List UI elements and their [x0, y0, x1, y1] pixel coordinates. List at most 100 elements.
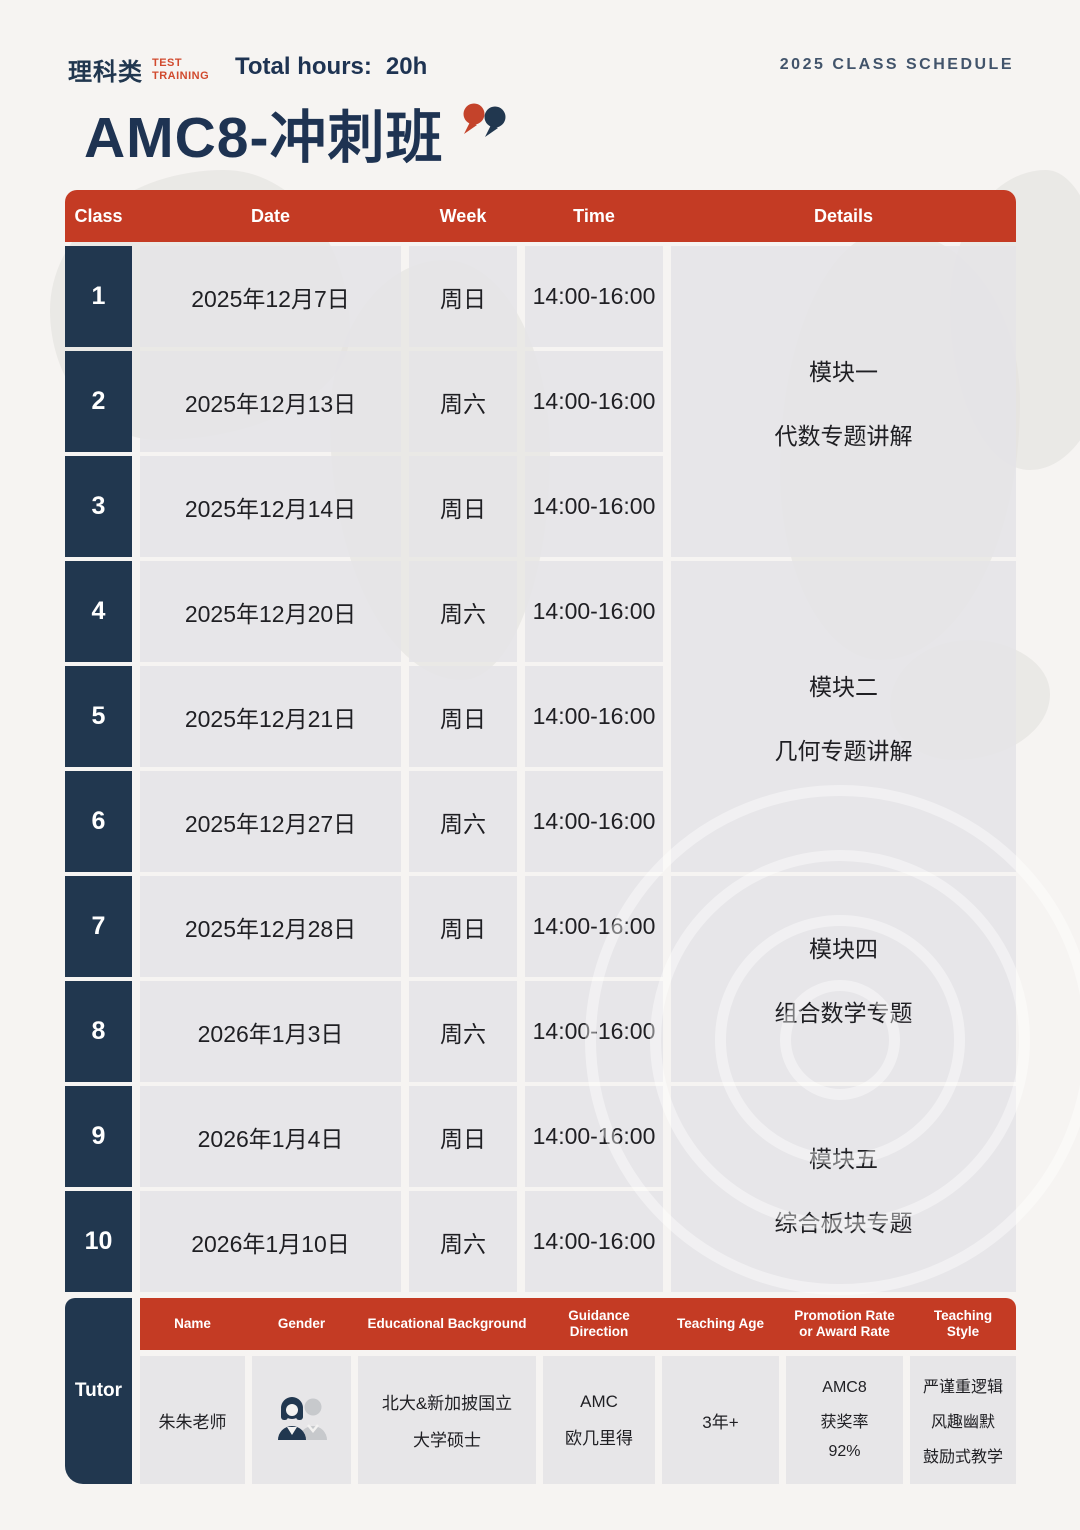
guidance-line: 欧几里得: [565, 1428, 633, 1448]
tutor-gender-cell: [252, 1356, 351, 1484]
module-title: 模块二: [809, 673, 878, 700]
tutor-header-cell-gender: Gender: [277, 1315, 326, 1331]
details-group-cell: 模块二 几何专题讲解: [671, 561, 1016, 872]
class-number-cell: 10: [65, 1191, 132, 1292]
class-number-cell: 2: [65, 351, 132, 452]
style-line: 风趣幽默: [930, 1414, 995, 1431]
time-cell: 14:00-16:00: [525, 246, 663, 347]
week-cell: 周日: [409, 876, 517, 977]
date-cell: 2026年1月4日: [140, 1086, 401, 1187]
module-topic: 组合数学专题: [774, 1000, 913, 1026]
details-group-cell: 模块一 代数专题讲解: [671, 246, 1016, 557]
class-number-cell: 9: [65, 1086, 132, 1187]
date-cell: 2025年12月13日: [140, 351, 401, 452]
tutor-guidance-cell: AMC 欧几里得: [543, 1356, 655, 1484]
class-number-cell: 7: [65, 876, 132, 977]
details-group-cell: 模块五 综合板块专题: [671, 1086, 1016, 1292]
tutor-style-cell: 严谨重逻辑 风趣幽默 鼓励式教学: [910, 1356, 1016, 1484]
module-topic: 代数专题讲解: [774, 422, 913, 449]
total-hours-value: 20h: [385, 53, 428, 80]
style-line: 鼓励式教学: [922, 1449, 1003, 1466]
education-line: 大学硕士: [413, 1431, 481, 1450]
class-number-cell: 8: [65, 981, 132, 1082]
week-cell: 周六: [409, 561, 517, 662]
teaching-age: 3年+: [702, 1412, 739, 1432]
logo-text-cn: 理科类: [68, 59, 143, 86]
style-line: 严谨重逻辑: [922, 1379, 1003, 1396]
date-cell: 2025年12月20日: [140, 561, 401, 662]
logo-text-en-line2: TRAINING: [152, 69, 210, 82]
tutor-header-cell-age: Teaching Age: [676, 1315, 764, 1331]
schedule-header-row: Class Date Week Time Details: [65, 190, 1016, 242]
time-cell: 14:00-16:00: [525, 351, 663, 452]
logo-text-en-line1: TEST: [152, 57, 183, 70]
schedule-table: 1 2025年12月7日 周日 14:00-16:00 模块一 代数专题讲解 2…: [65, 246, 1016, 1292]
module-topic: 综合板块专题: [774, 1210, 913, 1236]
education-line: 北大&新加披国立: [381, 1394, 513, 1413]
promotion-line: 获奖率: [820, 1414, 869, 1431]
module-title: 模块一: [809, 358, 878, 385]
header-cell-date: Date: [250, 205, 290, 226]
week-cell: 周六: [409, 351, 517, 452]
time-cell: 14:00-16:00: [525, 981, 663, 1082]
date-cell: 2026年1月3日: [140, 981, 401, 1082]
class-number-cell: 5: [65, 666, 132, 767]
class-number-cell: 6: [65, 771, 132, 872]
total-hours: Total hours: 20h: [235, 53, 427, 81]
week-cell: 周日: [409, 456, 517, 557]
time-cell: 14:00-16:00: [525, 771, 663, 872]
tutor-label-cell: Tutor: [65, 1298, 132, 1484]
week-cell: 周六: [409, 981, 517, 1082]
quote-icon: [462, 102, 508, 143]
details-group-cell: 模块四 组合数学专题: [671, 876, 1016, 1082]
week-cell: 周日: [409, 246, 517, 347]
time-cell: 14:00-16:00: [525, 561, 663, 662]
class-number-cell: 4: [65, 561, 132, 662]
time-cell: 14:00-16:00: [525, 876, 663, 977]
header-cell-details: Details: [813, 205, 874, 226]
date-cell: 2025年12月28日: [140, 876, 401, 977]
week-cell: 周六: [409, 771, 517, 872]
title-row: AMC8-冲刺班: [84, 92, 508, 174]
class-number-cell: 3: [65, 456, 132, 557]
tutor-content-row: 朱朱老师 北大: [140, 1356, 1016, 1484]
tutor-header-cell-guidance: Guidance Direction: [568, 1307, 630, 1339]
tutor-header-row: Name Gender Educational Background Guida…: [140, 1298, 1016, 1350]
promotion-line: 92%: [828, 1443, 861, 1460]
header-cell-time: Time: [573, 205, 615, 226]
header-cell-week: Week: [439, 205, 487, 226]
time-cell: 14:00-16:00: [525, 1191, 663, 1292]
tutor-education-cell: 北大&新加披国立 大学硕士: [358, 1356, 536, 1484]
tutor-header-cell-education: Educational Background: [367, 1315, 527, 1331]
tutor-header-cell-promotion: Promotion Rate or Award Rate: [794, 1307, 895, 1339]
date-cell: 2025年12月27日: [140, 771, 401, 872]
time-cell: 14:00-16:00: [525, 666, 663, 767]
module-title: 模块五: [809, 1146, 878, 1172]
week-cell: 周日: [409, 1086, 517, 1187]
total-hours-label: Total hours:: [235, 53, 372, 80]
class-number-cell: 1: [65, 246, 132, 347]
week-cell: 周日: [409, 666, 517, 767]
class-schedule-label: 2025 CLASS SCHEDULE: [779, 56, 1014, 73]
tutor-table: Tutor Name Gender Educational Background…: [65, 1298, 1016, 1484]
date-cell: 2025年12月14日: [140, 456, 401, 557]
date-cell: 2025年12月21日: [140, 666, 401, 767]
time-cell: 14:00-16:00: [525, 1086, 663, 1187]
brand-logo: 理科类 TEST TRAINING: [68, 52, 209, 87]
promotion-line: AMC8: [822, 1379, 867, 1396]
tutor-promotion-cell: AMC8 获奖率 92%: [786, 1356, 903, 1484]
date-cell: 2026年1月10日: [140, 1191, 401, 1292]
module-topic: 几何专题讲解: [774, 737, 913, 764]
header-cell-class: Class: [74, 205, 123, 226]
week-cell: 周六: [409, 1191, 517, 1292]
page-title: AMC8-冲刺班: [84, 106, 444, 170]
tutor-header-cell-name: Name: [174, 1315, 211, 1331]
guidance-line: AMC: [580, 1391, 618, 1411]
tutor-name-cell: 朱朱老师: [140, 1356, 245, 1484]
logo-text-en: TEST TRAINING: [152, 57, 209, 81]
time-cell: 14:00-16:00: [525, 456, 663, 557]
date-cell: 2025年12月7日: [140, 246, 401, 347]
tutor-header-cell-style: Teaching Style: [933, 1307, 993, 1339]
tutor-name: 朱朱老师: [158, 1412, 227, 1432]
